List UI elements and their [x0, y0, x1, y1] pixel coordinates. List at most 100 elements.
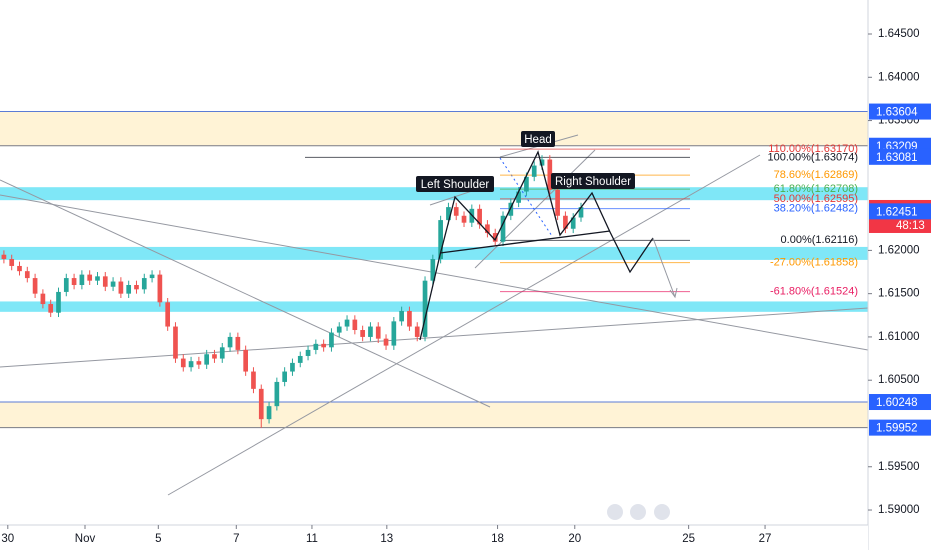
candle-body: [461, 215, 467, 223]
zones: [0, 111, 868, 429]
fib-label: 0.00%(1.62116): [781, 234, 858, 246]
x-tick-label: 7: [233, 533, 239, 545]
candle-body: [399, 310, 404, 322]
candle-body: [188, 361, 194, 368]
candle-body: [555, 189, 560, 216]
fib-levels: 110.00%(1.63170)100.00%(1.63074) 78.60%(1…: [305, 143, 858, 297]
x-tick-label: Nov: [75, 533, 96, 545]
candle-body: [360, 330, 365, 337]
candle-body: [368, 326, 373, 337]
pattern-label-box: [551, 173, 635, 189]
pattern-label-box: [521, 131, 555, 147]
candle-body: [492, 233, 498, 242]
candle-body: [352, 319, 358, 331]
candle-body: [173, 326, 178, 359]
price-tag: [869, 148, 931, 165]
y-tick-label: 1.64000: [878, 71, 920, 83]
y-tick-label: 1.61000: [878, 331, 920, 343]
candle-body: [180, 358, 186, 368]
candle-body: [313, 343, 319, 350]
event-icon: [607, 504, 623, 520]
projection: [652, 237, 676, 298]
price-tag: [869, 203, 931, 220]
x-tick-label: 20: [568, 533, 581, 545]
x-tick-label: 18: [491, 533, 504, 545]
candle-body: [212, 354, 217, 359]
candle-body: [196, 361, 202, 365]
candle-body: [430, 259, 436, 281]
trendline: [0, 307, 869, 368]
candle-body: [539, 159, 545, 166]
candle-body: [438, 220, 443, 260]
price-tag: [869, 103, 931, 120]
y-tick-label: 1.64500: [878, 28, 920, 40]
y-tick-label: 1.60500: [878, 374, 920, 386]
candle-body: [282, 371, 287, 382]
candle-body: [149, 274, 155, 279]
zone: [0, 402, 868, 428]
candle-body: [274, 381, 280, 407]
candle-body: [17, 265, 22, 272]
price-tag-label: 1.60248: [876, 397, 918, 409]
countdown: 48:13: [896, 220, 925, 232]
zone: [0, 187, 868, 201]
pattern-label: Right Shoulder: [555, 176, 631, 188]
candle-body: [266, 406, 272, 420]
candle-body: [157, 274, 163, 303]
event-icon: [654, 504, 670, 520]
candle-body: [336, 326, 342, 333]
fib-label: -61.80%(1.61524): [770, 285, 858, 297]
y-tick-label: 1.61500: [878, 288, 920, 300]
x-tick-label: 5: [155, 533, 161, 545]
candle-body: [32, 278, 38, 294]
candle-body: [563, 215, 568, 229]
zone: [0, 301, 868, 312]
candle-body: [219, 347, 225, 359]
pattern-label: Left Shoulder: [421, 179, 490, 191]
y-tick-label: 1.59500: [878, 461, 920, 473]
trendline: [167, 154, 761, 496]
fib-label: 61.80%(1.62708): [774, 183, 858, 195]
candle-body: [227, 336, 233, 348]
pattern-label-box: [416, 176, 494, 192]
x-tick-label: 25: [682, 533, 695, 545]
candle-body: [110, 281, 116, 287]
candle-body: [56, 291, 61, 313]
x-tick-label: 13: [380, 533, 393, 545]
zone: [0, 246, 868, 260]
candle-body: [141, 278, 147, 290]
candle-body: [446, 207, 451, 221]
fib-label: 50.00%(1.62595): [774, 193, 858, 205]
trendline: [0, 179, 491, 408]
candle-body: [407, 310, 412, 327]
price-tag: [869, 419, 931, 436]
candle-body: [391, 321, 397, 346]
candle-body: [48, 304, 54, 313]
candles: [1, 155, 584, 428]
candle-body: [165, 302, 171, 327]
candle-body: [87, 274, 93, 281]
candle-body: [134, 285, 139, 290]
fib-dashed-line: [499, 157, 553, 237]
candle-body: [40, 293, 46, 305]
candle-body: [516, 191, 521, 203]
candle-body: [570, 217, 576, 229]
candle-body: [258, 388, 264, 420]
price-tag-label: 1.62451: [876, 206, 918, 218]
candle-body: [243, 349, 248, 372]
fib-label: 38.20%(1.62482): [774, 203, 858, 215]
candle-body: [321, 343, 326, 348]
candle-body: [531, 165, 537, 177]
time-axis-bg: [0, 525, 868, 550]
neckline: [439, 230, 611, 254]
candle-body: [375, 326, 381, 339]
candle-body: [344, 319, 350, 327]
y-tick-label: 1.59000: [878, 504, 920, 516]
candle-body: [118, 281, 124, 294]
head-shoulders-path: [419, 150, 654, 341]
candle-body: [297, 355, 303, 363]
candle-body: [24, 271, 30, 279]
price-tag-label: 1.63604: [876, 107, 918, 119]
pattern-labels: Left Shoulder Head Right Shoulder: [416, 131, 635, 192]
